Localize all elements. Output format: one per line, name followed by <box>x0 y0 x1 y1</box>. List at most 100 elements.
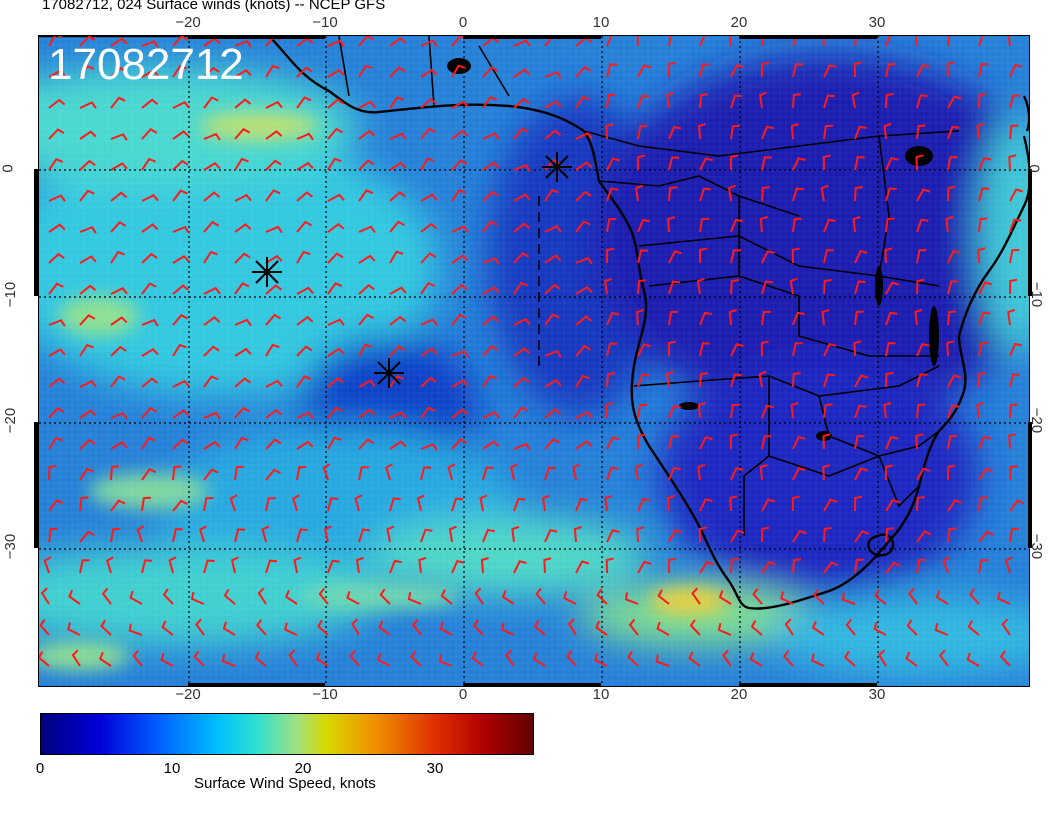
wind-barb <box>79 189 95 202</box>
wind-barb <box>416 494 425 512</box>
wind-barb <box>730 94 743 109</box>
wind-barb <box>624 592 639 605</box>
wind-barb <box>203 316 221 326</box>
wind-barb <box>195 618 205 636</box>
wind-barb <box>110 316 128 326</box>
wind-barb <box>792 529 807 543</box>
wind-barb <box>666 91 675 109</box>
wind-barb <box>637 94 650 109</box>
wind-barb <box>141 157 156 171</box>
wind-barb <box>730 529 745 543</box>
lat-tick-right: −10 <box>1028 281 1046 308</box>
wind-barb <box>885 157 899 171</box>
wind-barb <box>79 159 96 171</box>
wind-barb <box>327 347 345 357</box>
wind-barb <box>905 651 918 667</box>
wind-barb <box>606 36 620 47</box>
star-marker <box>374 358 404 388</box>
wind-barb <box>821 308 830 326</box>
wind-barb <box>203 220 220 233</box>
wind-barb <box>761 36 765 47</box>
wind-barb <box>389 96 405 109</box>
wind-barb <box>575 95 590 109</box>
wind-barb <box>761 61 770 77</box>
wind-barb <box>761 186 770 202</box>
wind-barb <box>358 528 371 543</box>
wind-barb <box>48 252 65 264</box>
wind-barb <box>885 93 894 109</box>
wind-barb <box>265 379 283 388</box>
lon-tick-top: 30 <box>868 14 886 31</box>
wind-barb <box>935 590 949 605</box>
wind-barb <box>699 36 712 47</box>
wind-barb <box>141 69 159 78</box>
wind-barb <box>730 218 743 233</box>
wind-barb <box>823 343 837 357</box>
wind-barb <box>379 588 391 605</box>
wind-barb <box>885 36 891 47</box>
wind-barb <box>265 254 283 264</box>
wind-barb <box>203 132 221 141</box>
wind-barb <box>1007 308 1016 326</box>
wind-barb <box>699 187 712 202</box>
wind-barb <box>48 223 66 233</box>
wind-barb <box>284 622 298 636</box>
wind-barb <box>451 159 468 171</box>
wind-barb <box>908 587 918 605</box>
wind-barb <box>914 36 918 47</box>
wind-barb <box>966 652 980 667</box>
wind-barb <box>110 250 125 264</box>
wind-barb <box>67 622 81 636</box>
wind-barb <box>172 225 190 234</box>
wind-barb <box>854 310 864 326</box>
wind-barb <box>811 620 825 636</box>
wind-barb <box>854 36 858 47</box>
wind-barb <box>637 64 652 78</box>
wind-barb <box>750 620 763 636</box>
wind-barb <box>420 443 438 451</box>
wind-barb <box>717 622 732 636</box>
wind-map <box>38 35 1030 687</box>
wind-barb <box>822 36 825 47</box>
wind-barb <box>71 649 81 667</box>
wind-barb <box>668 280 681 295</box>
wind-barb <box>172 409 190 419</box>
wind-barb <box>978 156 992 171</box>
wind-barb <box>916 373 928 388</box>
wind-barb <box>513 97 530 109</box>
wind-barb <box>451 313 467 326</box>
wind-barb <box>132 649 143 667</box>
wind-barb <box>668 61 677 78</box>
wind-barb <box>854 250 868 264</box>
wind-barb <box>947 435 958 450</box>
wind-barb <box>823 561 839 574</box>
wind-barb <box>563 591 577 605</box>
wind-barb <box>637 373 650 388</box>
wind-barb <box>878 649 887 667</box>
wind-barb <box>513 347 531 357</box>
wind-barb <box>544 313 560 326</box>
wind-barb <box>544 100 562 109</box>
wind-barb <box>257 587 267 605</box>
wind-barb <box>141 559 153 574</box>
wind-barb <box>947 95 962 109</box>
wind-barb <box>1009 373 1021 388</box>
wind-barb <box>575 315 593 326</box>
wind-barb <box>265 100 283 109</box>
wind-barb <box>513 376 530 388</box>
wind-barb <box>265 408 283 419</box>
wind-barb <box>916 403 926 419</box>
wind-barb <box>605 123 614 140</box>
wind-barb <box>978 217 988 233</box>
wind-barb <box>947 36 951 47</box>
wind-barb <box>544 408 562 419</box>
wind-barb <box>885 527 895 543</box>
wind-barb <box>978 530 994 543</box>
wind-barb <box>265 225 283 234</box>
wind-barb <box>203 375 219 388</box>
colorbar <box>40 713 534 755</box>
lat-tick-left: −30 <box>2 533 20 560</box>
wind-barb <box>634 463 643 481</box>
wind-barb <box>110 191 128 202</box>
wind-barb <box>256 619 267 636</box>
